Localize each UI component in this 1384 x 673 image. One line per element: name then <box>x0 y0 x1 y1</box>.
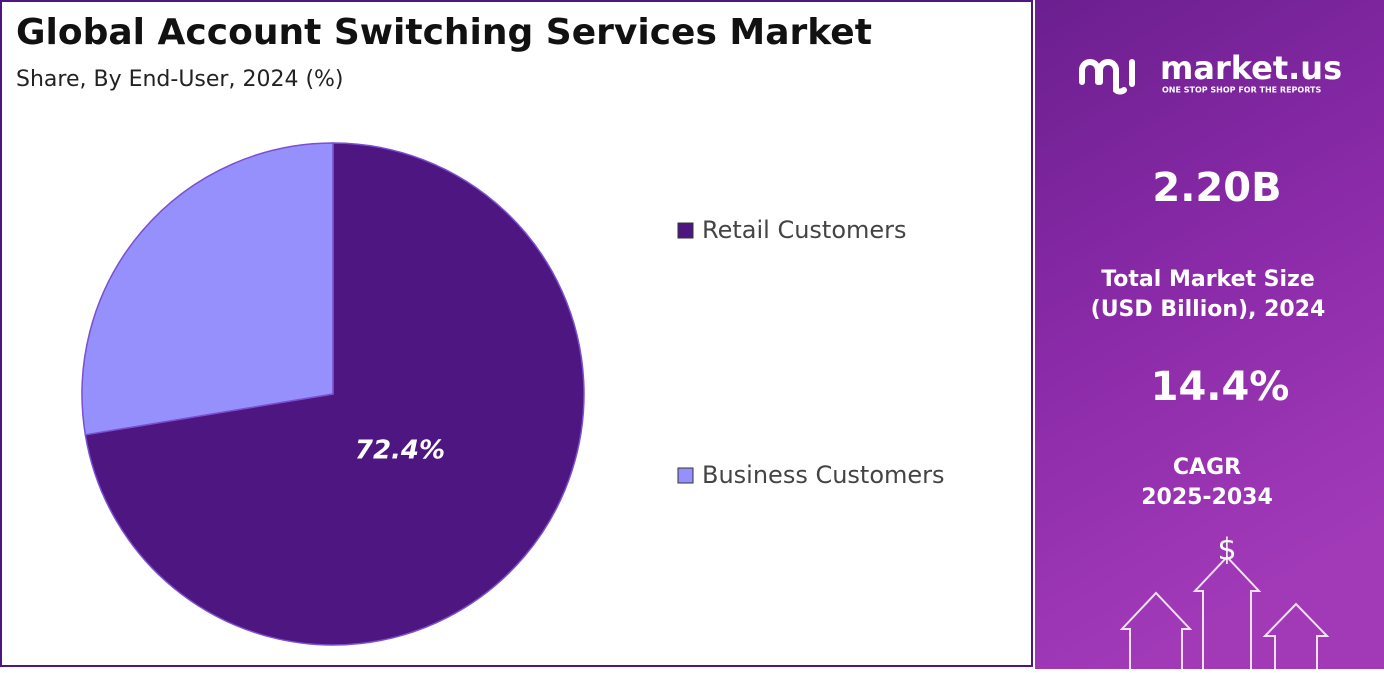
side-panel <box>1035 0 1384 669</box>
logo-tagline: ONE STOP SHOP FOR THE REPORTS <box>1162 86 1321 95</box>
logo-text: market.us <box>1160 49 1342 87</box>
legend: Retail Customers Business Customers <box>677 216 945 489</box>
cagr-label: 2025-2034 <box>1141 485 1273 510</box>
legend-label: Retail Customers <box>702 216 907 244</box>
pie-slice <box>81 142 334 436</box>
legend-swatch <box>677 222 694 239</box>
market-size-label: Total Market Size <box>1101 267 1315 292</box>
pie: 72.4% <box>81 142 585 646</box>
dollar-icon: $ <box>1217 533 1236 568</box>
logo-icon <box>1079 59 1135 95</box>
chart-title: Global Account Switching Services Market <box>16 12 872 53</box>
legend-label: Business Customers <box>702 461 945 489</box>
legend-swatch <box>677 467 694 484</box>
pie-slice <box>84 142 585 646</box>
market-size-label: (USD Billion), 2024 <box>1091 297 1326 322</box>
logo: market.us ONE STOP SHOP FOR THE REPORTS <box>1079 49 1342 95</box>
arrows-decoration <box>1119 555 1330 669</box>
chart-subtitle: Share, By End-User, 2024 (%) <box>16 67 344 92</box>
market-size: 2.20B <box>1152 165 1281 211</box>
data-label: 72.4% <box>355 435 445 465</box>
cagr: 14.4% <box>1151 364 1290 410</box>
cagr-label: CAGR <box>1173 455 1241 480</box>
